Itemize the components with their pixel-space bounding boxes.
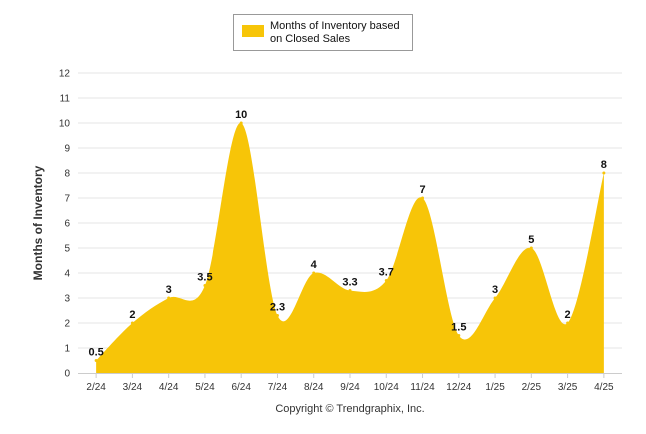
- data-point-4/25: [602, 171, 606, 175]
- data-label-4/25: 8: [601, 159, 607, 171]
- data-label-12/24: 1.5: [451, 322, 466, 334]
- label-layer: 0.5 2 3 3.5 10 2.3 4 3.3 3.7 7 1.5 3 5 2 8: [88, 109, 606, 359]
- data-point-3/24: [130, 321, 134, 325]
- data-label-2/25: 5: [528, 234, 534, 246]
- y-tick-label-10: 10: [59, 119, 71, 130]
- data-point-5/24: [203, 284, 207, 287]
- data-point-2/24: [94, 359, 98, 362]
- data-label-3/25: 2: [565, 309, 571, 321]
- data-label-5/24: 3.5: [197, 272, 212, 284]
- data-point-6/24: [239, 121, 243, 125]
- x-tick-label-6: 8/24: [304, 382, 324, 393]
- data-point-12/24: [457, 334, 461, 337]
- y-tick-label-8: 8: [64, 169, 70, 180]
- y-tick-label-3: 3: [64, 294, 70, 305]
- data-point-1/25: [493, 296, 497, 300]
- y-axis-title: Months of Inventory: [31, 165, 45, 280]
- x-tick-label-9: 11/24: [410, 382, 435, 393]
- legend: Months of Inventory based on Closed Sale…: [233, 14, 413, 51]
- data-point-10/24: [384, 279, 388, 282]
- y-tick-label-12: 12: [59, 69, 71, 80]
- x-tick-label-4: 6/24: [231, 382, 251, 393]
- y-tick-label-2: 2: [64, 319, 70, 330]
- legend-swatch: [242, 25, 264, 37]
- data-label-9/24: 3.3: [342, 277, 357, 289]
- data-label-2/24: 0.5: [88, 347, 103, 359]
- x-tick-label-12: 2/25: [522, 382, 542, 393]
- x-tick-label-8: 10/24: [374, 382, 399, 393]
- x-tick-label-13: 3/25: [558, 382, 578, 393]
- x-tick-label-14: 4/25: [594, 382, 614, 393]
- data-point-3/25: [566, 321, 570, 325]
- legend-line-1: Months of Inventory based: [270, 20, 400, 32]
- y-tick-label-4: 4: [64, 269, 70, 280]
- area-layer: [94, 121, 606, 373]
- data-label-7/24: 2.3: [270, 302, 285, 314]
- x-tick-label-11: 1/25: [485, 382, 505, 393]
- y-tick-label-1: 1: [64, 344, 70, 355]
- x-tick-label-10: 12/24: [446, 382, 471, 393]
- data-label-1/25: 3: [492, 284, 498, 296]
- y-tick-label-0: 0: [64, 369, 70, 380]
- data-point-2/25: [529, 246, 533, 250]
- data-point-7/24: [275, 314, 279, 317]
- y-tick-label-5: 5: [64, 244, 70, 255]
- x-tick-label-3: 5/24: [195, 382, 215, 393]
- y-tick-label-11: 11: [60, 94, 71, 105]
- y-tick-label-7: 7: [64, 194, 70, 205]
- data-point-11/24: [421, 196, 425, 200]
- data-label-11/24: 7: [419, 184, 425, 196]
- x-tick-label-2: 4/24: [159, 382, 179, 393]
- x-tick-label-5: 7/24: [268, 382, 288, 393]
- data-label-10/24: 3.7: [379, 267, 394, 279]
- legend-line-2: on Closed Sales: [270, 33, 351, 45]
- copyright-footer: Copyright © Trendgraphix, Inc.: [275, 403, 424, 415]
- data-label-8/24: 4: [311, 259, 318, 271]
- data-label-3/24: 2: [129, 309, 135, 321]
- x-tick-label-7: 9/24: [340, 382, 360, 393]
- y-tick-label-6: 6: [64, 219, 70, 230]
- area-series-path: [96, 122, 604, 373]
- x-tick-label-1: 3/24: [123, 382, 143, 393]
- y-tick-label-9: 9: [64, 144, 70, 155]
- data-point-9/24: [348, 289, 352, 292]
- data-point-4/24: [167, 296, 171, 300]
- x-tick-label-0: 2/24: [86, 382, 106, 393]
- data-label-6/24: 10: [235, 109, 247, 121]
- data-label-4/24: 3: [166, 284, 172, 296]
- data-point-8/24: [312, 271, 316, 275]
